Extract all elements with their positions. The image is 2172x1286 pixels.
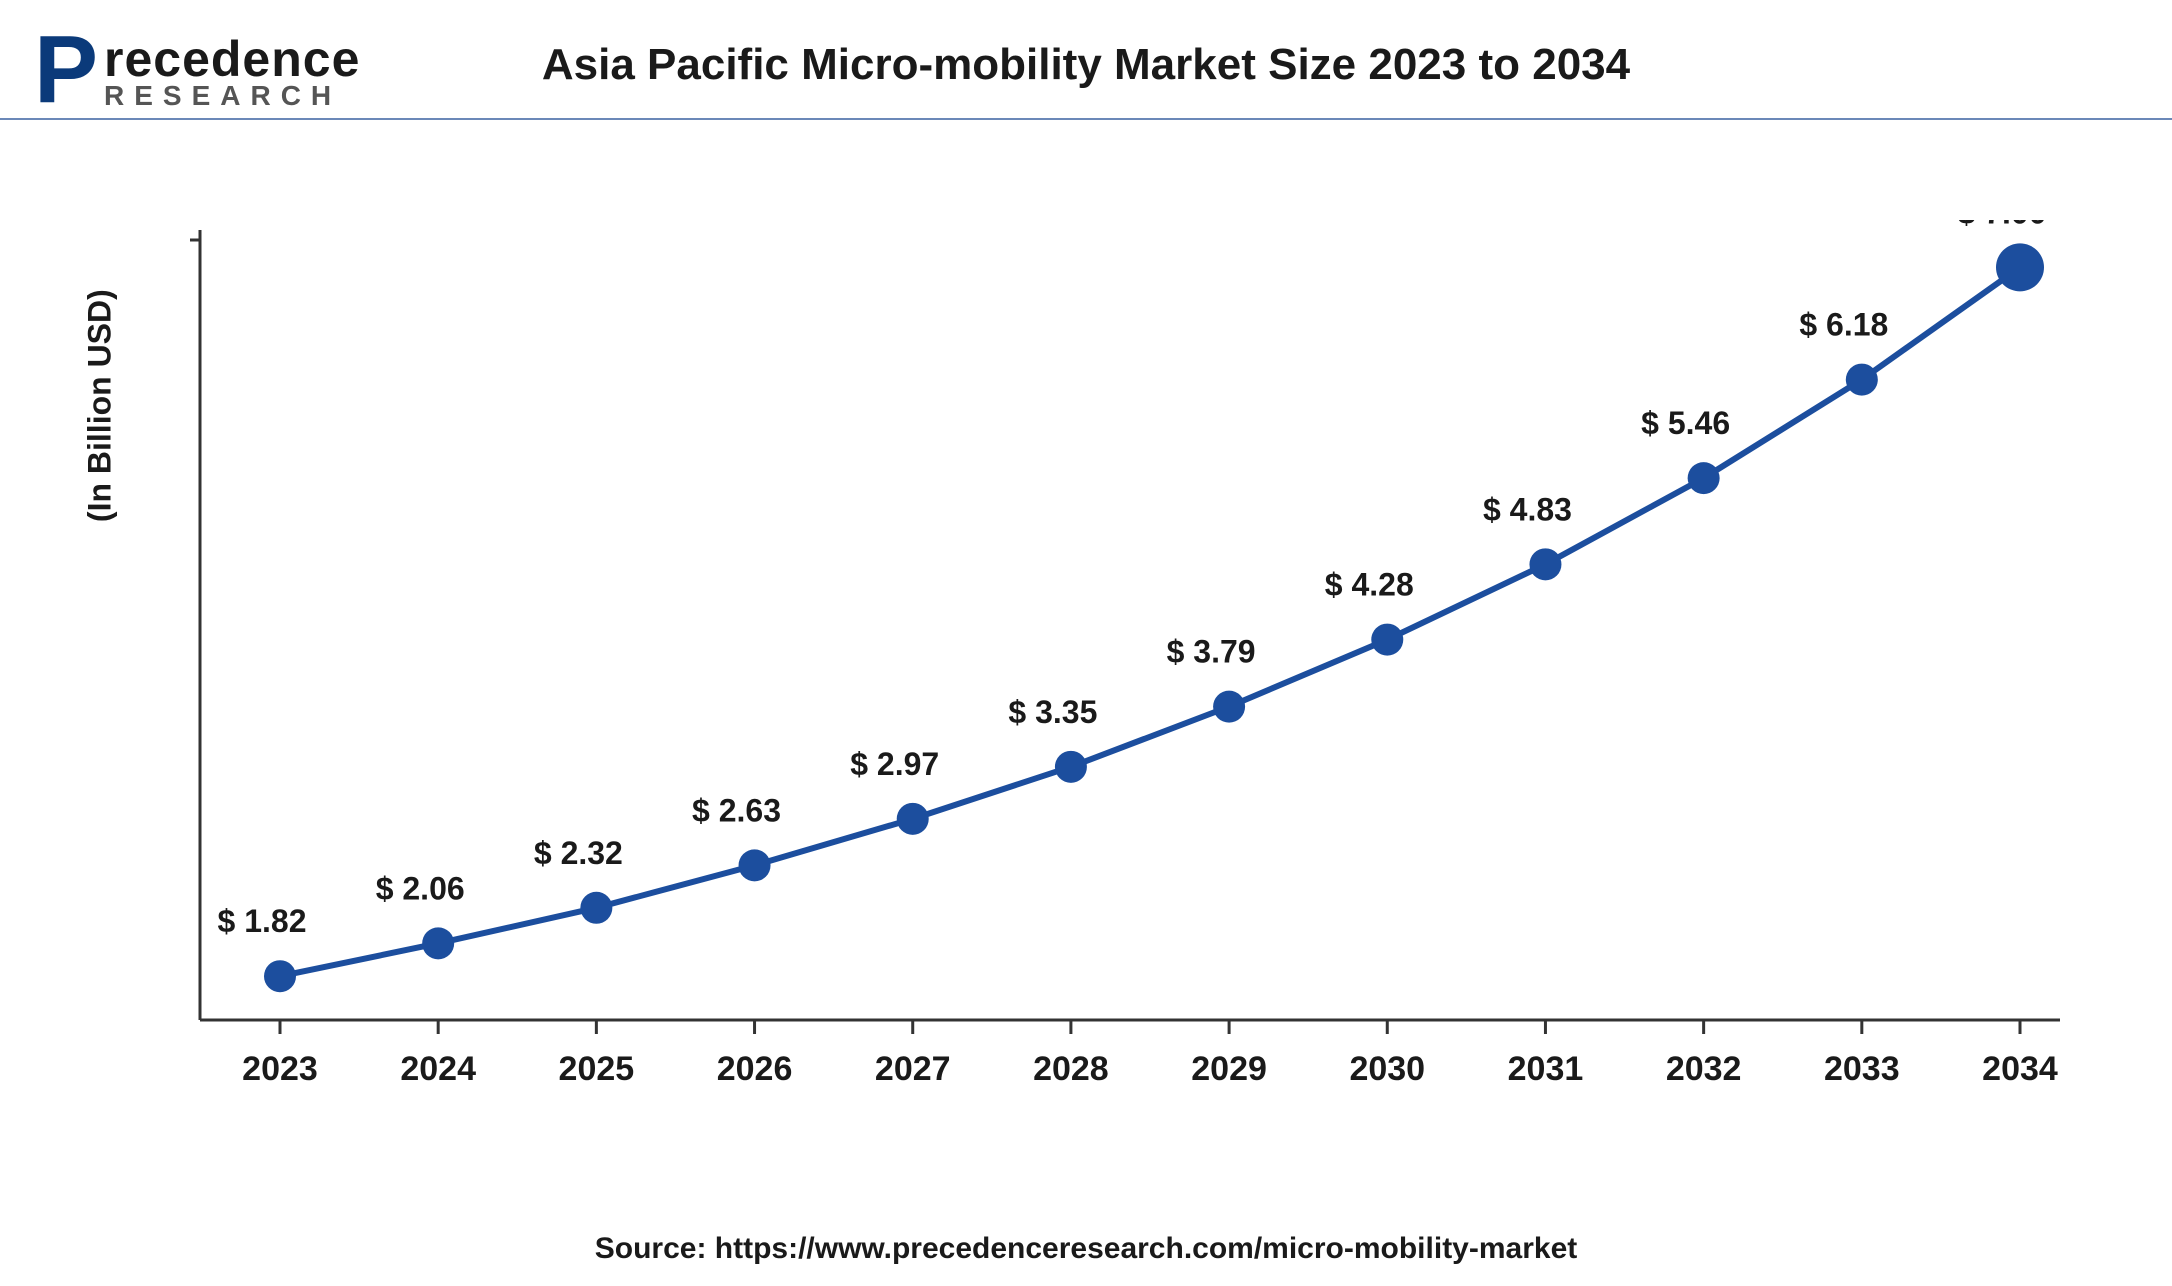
data-marker (739, 849, 771, 881)
data-marker (1213, 691, 1245, 723)
datalabel-group: $ 1.82 $ 2.06 $ 2.32 $ 2.63 $ 2.97 $ 3.35 $ 3.… (218, 220, 2047, 939)
source-line: Source: https://www.precedenceresearch.c… (0, 1232, 2172, 1266)
x-tick-label: 2032 (1666, 1050, 1742, 1088)
data-label: $ 2.97 (850, 746, 939, 782)
data-marker (897, 803, 929, 835)
data-label: $ 7.00 (1958, 220, 2047, 230)
data-marker (1846, 364, 1878, 396)
data-label: $ 5.46 (1641, 405, 1730, 441)
y-axis-label: (In Billion USD) (82, 289, 119, 522)
data-label: $ 2.63 (692, 792, 781, 828)
data-label: $ 2.06 (376, 870, 465, 906)
data-marker (264, 960, 296, 992)
marker-group (264, 243, 2044, 992)
data-marker (1529, 548, 1561, 580)
xtick-group: 2023 2024 2025 2026 2027 2028 2029 2030 2031 2032… (242, 1050, 2058, 1088)
x-tick-label: 2031 (1508, 1050, 1584, 1088)
data-marker (422, 927, 454, 959)
x-tick-label: 2026 (717, 1050, 793, 1088)
x-tick-label: 2034 (1982, 1050, 2058, 1088)
x-tick-label: 2025 (559, 1050, 635, 1088)
data-label: $ 3.35 (1008, 694, 1097, 730)
chart-svg: $ 1.82 $ 2.06 $ 2.32 $ 2.63 $ 2.97 $ 3.35 $ 3.… (180, 220, 2080, 1120)
data-label: $ 4.28 (1325, 567, 1414, 603)
data-label: $ 2.32 (534, 835, 623, 871)
axes-group (190, 230, 2060, 1034)
title-separator (0, 118, 2172, 120)
data-label: $ 3.79 (1167, 634, 1256, 670)
chart-title: Asia Pacific Micro-mobility Market Size … (0, 40, 2172, 90)
x-tick-label: 2028 (1033, 1050, 1109, 1088)
x-tick-label: 2024 (400, 1050, 476, 1088)
data-label: $ 6.18 (1799, 307, 1888, 343)
x-tick-label: 2033 (1824, 1050, 1900, 1088)
chart: $ 1.82 $ 2.06 $ 2.32 $ 2.63 $ 2.97 $ 3.35 $ 3.… (180, 220, 2080, 1120)
data-marker (1371, 624, 1403, 656)
data-marker (1688, 462, 1720, 494)
data-label: $ 4.83 (1483, 491, 1572, 527)
data-label: $ 1.82 (218, 903, 307, 939)
data-marker (1996, 243, 2044, 291)
x-tick-label: 2030 (1349, 1050, 1425, 1088)
x-tick-label: 2023 (242, 1050, 318, 1088)
x-tick-label: 2027 (875, 1050, 951, 1088)
x-tick-label: 2029 (1191, 1050, 1267, 1088)
data-marker (1055, 751, 1087, 783)
data-marker (580, 892, 612, 924)
